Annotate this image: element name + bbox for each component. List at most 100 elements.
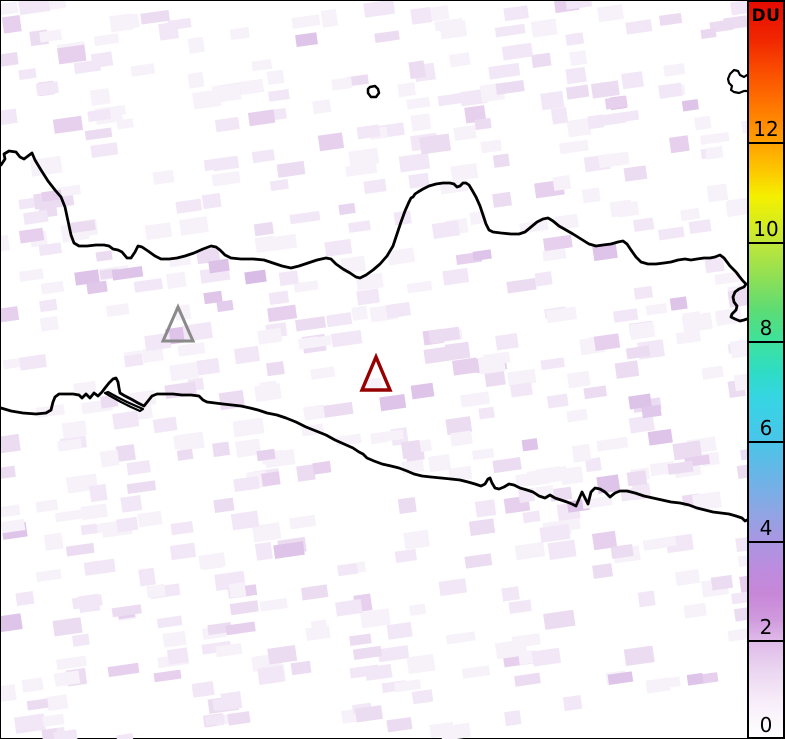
noise-pixel <box>406 653 436 675</box>
noise-pixel <box>377 645 410 663</box>
noise-pixel <box>53 729 79 739</box>
noise-pixel <box>669 296 688 311</box>
noise-pixel <box>90 51 114 69</box>
noise-pixel <box>478 354 506 375</box>
noise-pixel <box>1 613 23 633</box>
noise-pixel <box>540 357 565 371</box>
noise-pixel <box>251 58 273 72</box>
noise-pixel <box>584 457 602 473</box>
noise-pixel <box>320 8 339 28</box>
noise-pixel <box>596 436 629 452</box>
noise-pixel <box>682 311 702 326</box>
noise-pixel <box>408 60 426 79</box>
noise-pixel <box>169 361 199 382</box>
noise-pixel <box>733 373 749 392</box>
noise-pixel <box>330 329 363 348</box>
noise-pixel <box>633 285 654 300</box>
noise-pixel <box>559 139 589 155</box>
noise-pixel <box>331 77 353 91</box>
noise-pixel <box>459 88 488 107</box>
noise-pixel <box>300 584 329 601</box>
noise-pixel <box>688 219 712 235</box>
noise-pixel <box>259 598 288 612</box>
noise-pixel <box>514 672 541 687</box>
noise-pixel <box>72 633 90 647</box>
noise-pixel <box>453 125 477 142</box>
noise-pixel <box>326 312 353 328</box>
colorbar-unit-label: DU <box>751 6 781 26</box>
noise-pixel <box>364 663 393 681</box>
noise-pixel <box>727 288 749 308</box>
noise-pixel <box>65 542 95 557</box>
noise-pixel <box>356 288 380 306</box>
noise-pixel <box>647 428 673 446</box>
noise-pixel <box>26 698 49 711</box>
noise-pixel <box>177 342 206 357</box>
noise-pixel <box>484 368 506 388</box>
noise-pixel <box>303 404 326 421</box>
noise-pixel <box>345 162 378 177</box>
noise-pixel <box>625 19 653 35</box>
map-area <box>0 0 749 739</box>
noise-pixel <box>714 307 743 326</box>
noise-pixel <box>397 82 416 98</box>
noise-pixel <box>254 382 282 403</box>
noise-pixel <box>566 370 591 389</box>
noise-pixel <box>1 1 19 16</box>
noise-pixel <box>99 449 120 468</box>
noise-pixel <box>73 380 97 398</box>
noise-pixel <box>547 539 577 560</box>
noise-pixel <box>138 567 156 587</box>
noise-pixel <box>610 544 634 559</box>
noise-pixel <box>337 563 358 577</box>
noise-pixel <box>57 438 83 452</box>
noise-pixel <box>583 385 608 400</box>
noise-pixel <box>355 272 384 291</box>
noise-pixel <box>501 586 520 602</box>
noise-pixel <box>543 609 576 630</box>
colorbar-tick-line <box>749 541 783 543</box>
coastline-south <box>1 376 749 523</box>
noise-pixel <box>428 326 461 344</box>
noise-pixel <box>123 353 144 368</box>
noise-pixel <box>571 443 592 463</box>
noise-pixel <box>141 346 164 363</box>
noise-pixel <box>109 13 134 33</box>
noise-pixel <box>1 15 22 34</box>
noise-pixel <box>266 69 285 85</box>
noise-pixel-dark <box>203 290 223 305</box>
noise-pixel <box>38 242 63 257</box>
noise-pixel <box>565 66 587 85</box>
noise-pixel <box>625 345 651 360</box>
noise-pixel <box>566 408 588 423</box>
noise-pixel-dark <box>628 393 652 410</box>
noise-pixel <box>156 615 183 629</box>
noise-pixel <box>428 454 452 473</box>
noise-pixel <box>494 23 526 38</box>
noise-pixel <box>406 96 431 110</box>
noise-pixel <box>251 522 282 543</box>
noise-pixel <box>550 107 569 125</box>
coastline-north <box>1 149 749 323</box>
noise-pixel <box>310 366 336 380</box>
triangle-marker-dark-red <box>359 352 393 392</box>
noise-pixel <box>295 32 318 48</box>
noise-pixel <box>152 416 178 434</box>
noise-pixel <box>410 6 432 25</box>
noise-pixel <box>681 99 699 112</box>
noise-pixel <box>169 542 197 561</box>
noise-pixel <box>626 470 648 487</box>
noise-pixel <box>35 499 59 513</box>
noise-pixel <box>289 210 321 225</box>
noise-pixel <box>623 165 648 182</box>
colorbar-gradient <box>749 2 783 737</box>
noise-pixel <box>739 573 749 594</box>
colorbar-tick-label: 0 <box>759 713 773 737</box>
noise-pixel <box>593 333 621 351</box>
narrow-spit-island <box>103 390 145 413</box>
noise-pixel <box>488 62 521 80</box>
noise-pixel <box>254 235 277 253</box>
noise-pixel <box>18 227 45 244</box>
colorbar-tick-line <box>749 640 783 642</box>
noise-pixel <box>650 676 681 690</box>
